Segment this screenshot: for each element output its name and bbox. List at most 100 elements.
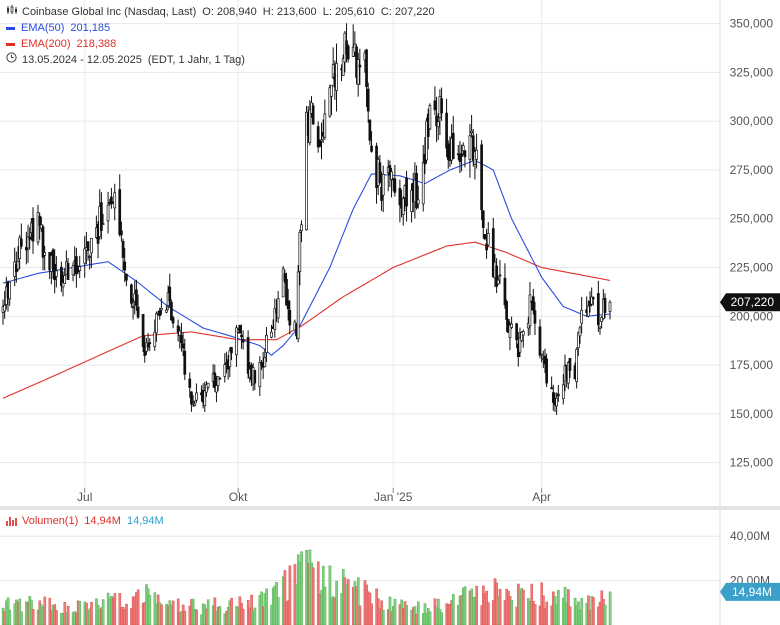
candle — [60, 261, 63, 293]
candle — [235, 325, 238, 367]
candle — [120, 221, 123, 242]
candle-body-up — [270, 331, 273, 338]
candle-body-up — [425, 120, 428, 161]
candle-body-down — [100, 202, 103, 232]
period-note: (EDT, 1 Jahr, 1 Tag) — [147, 54, 245, 66]
candle — [276, 291, 280, 324]
candle — [86, 241, 90, 261]
candle — [405, 170, 408, 222]
candle — [533, 301, 537, 336]
candle — [498, 260, 502, 284]
time-axis[interactable]: Jul Okt Jan '25 Apr — [77, 488, 551, 504]
candle-body-down — [130, 284, 133, 304]
candle-body-down — [123, 261, 127, 271]
volume-value-red: 14,94M — [84, 515, 121, 527]
candle — [335, 43, 338, 112]
candle — [390, 168, 393, 198]
candle-body-up — [401, 198, 405, 215]
candlestick-icon[interactable] — [6, 4, 18, 20]
candle — [415, 165, 418, 210]
candle — [381, 165, 385, 213]
candle — [195, 383, 198, 403]
candle-body-down — [550, 387, 553, 390]
candle — [428, 103, 432, 130]
candle-body-up — [165, 309, 168, 313]
candle — [445, 98, 448, 158]
candle-body-down — [240, 334, 243, 338]
candle-body-down — [378, 162, 382, 183]
title-row: Coinbase Global Inc (Nasdaq, Last) O: 20… — [6, 4, 435, 20]
last-volume-label: 14,94M — [732, 585, 772, 599]
candle — [51, 247, 55, 279]
time-tick-label: Jul — [77, 490, 92, 504]
candle — [318, 139, 322, 148]
candle — [401, 196, 405, 226]
candle-body-up — [470, 130, 473, 134]
candle — [341, 54, 345, 76]
candle-body-up — [356, 59, 360, 85]
candle-body-up — [16, 260, 20, 270]
candle-body-down — [171, 317, 175, 324]
candle — [436, 113, 440, 140]
ema200-legend[interactable]: EMA(200) 218,388 — [6, 36, 435, 52]
candle — [440, 87, 443, 121]
candle-body-down — [253, 369, 257, 384]
candle-body-down — [31, 218, 35, 242]
candle — [586, 300, 590, 318]
volume-bar — [230, 597, 233, 625]
candle-body-up — [475, 149, 478, 160]
volume-bar — [498, 588, 502, 625]
candle-body-up — [235, 327, 238, 356]
candle-body-up — [206, 382, 210, 388]
candle-body-down — [288, 309, 292, 326]
candle — [75, 247, 78, 288]
candle-body-down — [168, 286, 172, 302]
price-axis[interactable]: 125,000 150,000 175,000 200,000 225,000 250,0… — [730, 17, 774, 470]
candle-body-up — [61, 282, 65, 288]
price-tick-label: 300,000 — [730, 114, 774, 128]
candle — [165, 305, 168, 314]
chart-legend: Coinbase Global Inc (Nasdaq, Last) O: 20… — [6, 4, 435, 68]
candle — [246, 330, 250, 379]
candle-body-down — [135, 289, 138, 306]
candle — [285, 272, 288, 306]
volume-bar — [382, 609, 385, 625]
candle-body-down — [283, 273, 287, 281]
candle — [240, 324, 243, 349]
volume-bar — [440, 612, 443, 625]
candle-body-down — [285, 279, 288, 306]
price-tick-label: 350,000 — [730, 17, 774, 31]
candle-body-up — [205, 384, 208, 393]
candle-body-up — [203, 390, 207, 406]
volume-bar — [218, 606, 222, 625]
ema200-label: EMA(200) — [21, 38, 71, 50]
candle — [331, 47, 335, 80]
candle-body-up — [228, 350, 232, 367]
candle-body-up — [106, 204, 110, 222]
candle-body-down — [158, 310, 162, 317]
candlestick-series[interactable] — [1, 23, 612, 415]
pane-separator — [0, 506, 780, 510]
candle — [370, 131, 373, 153]
candle-body-down — [131, 306, 135, 309]
candle-body-up — [36, 212, 40, 243]
ema50-legend[interactable]: EMA(50) 201,185 — [6, 20, 435, 36]
candle — [435, 96, 438, 143]
candle-body-down — [318, 141, 322, 147]
candle — [596, 280, 600, 332]
candle — [136, 294, 140, 319]
candle — [83, 236, 87, 278]
ema200-swatch — [6, 42, 15, 46]
volume-bar — [78, 601, 82, 625]
candle — [281, 265, 285, 298]
candle — [528, 282, 532, 336]
candle — [300, 220, 303, 243]
candle-body-up — [155, 313, 158, 334]
candle-body-up — [328, 87, 332, 117]
volume-bar — [253, 607, 257, 625]
candle — [253, 369, 257, 391]
candle-body-up — [323, 113, 327, 138]
volume-bar — [428, 611, 432, 625]
candle-body-up — [193, 403, 197, 406]
